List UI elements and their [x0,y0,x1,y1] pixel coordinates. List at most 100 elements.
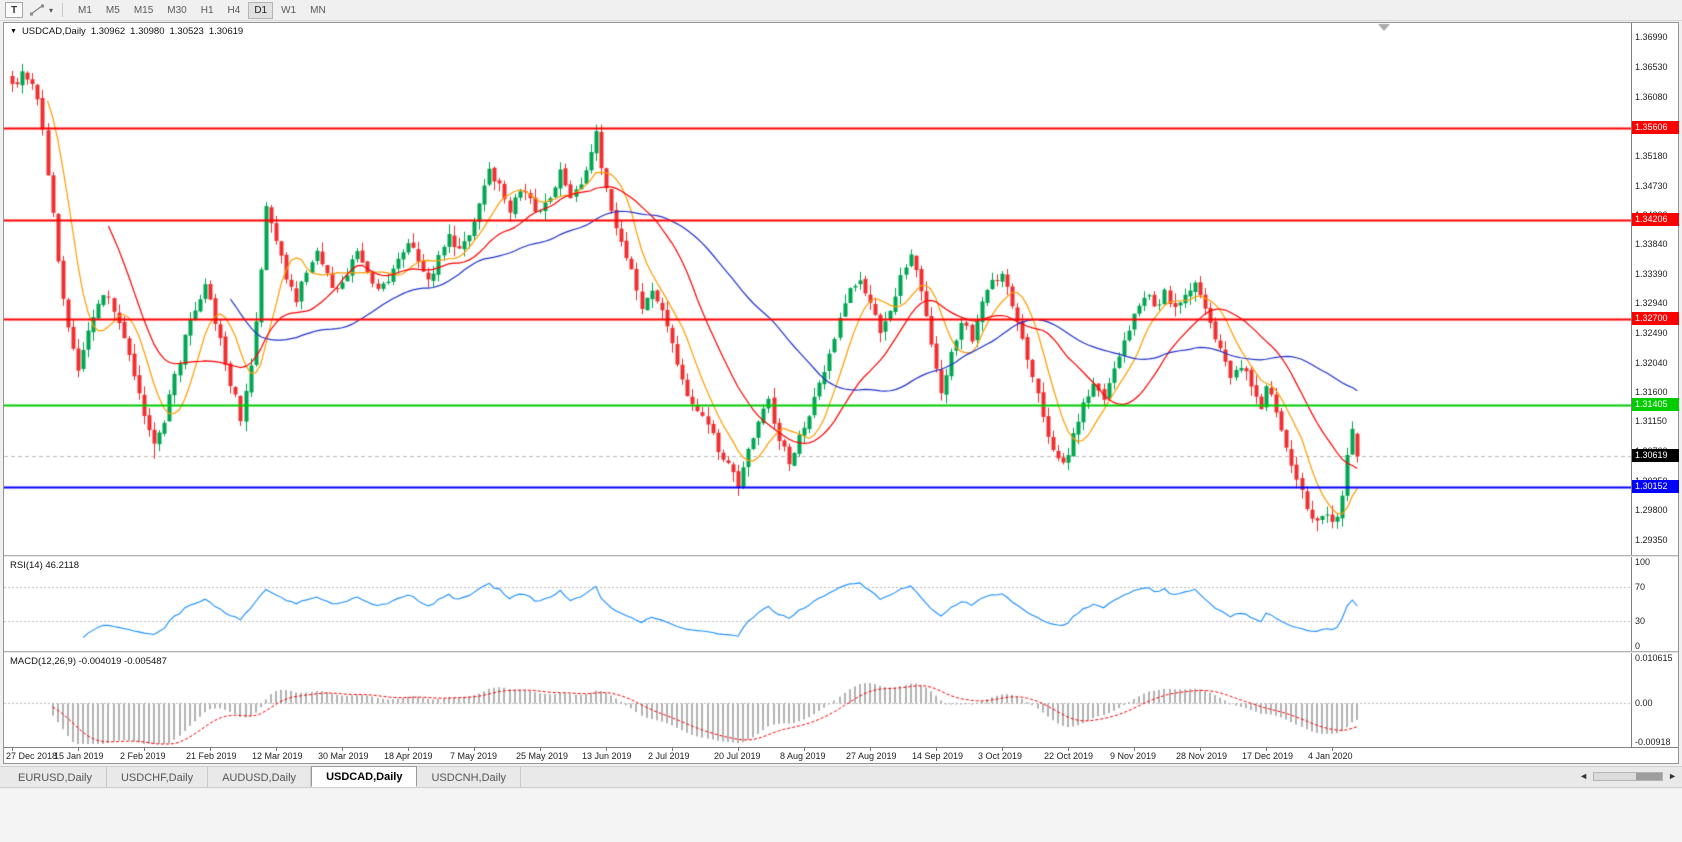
date-axis-tick [12,748,13,751]
date-axis-tick [474,748,475,751]
timeframe-button-h4[interactable]: H4 [227,4,241,16]
date-axis-tick [1002,748,1003,751]
date-axis-tick [540,748,541,751]
date-axis-tick [672,748,673,751]
chart-tab-bar: EURUSD,Daily USDCHF,Daily AUDUSD,Daily USDC… [0,766,1682,788]
price-axis-tick: 1.36080 [1635,91,1668,102]
macd-axis[interactable]: 0.010615 0.00 -0.00918 [1631,653,1678,747]
chart-tab-usdcad[interactable]: USDCAD,Daily [311,766,418,787]
macd-panel: MACD(12,26,9) -0.004019 -0.005487 0.0106… [4,653,1678,747]
trendline-tool-icon[interactable] [29,3,45,17]
date-axis-tick [1332,748,1333,751]
price-axis-tick: 1.33390 [1635,268,1668,279]
ohlc-low: 1.30523 [169,26,204,37]
price-axis-tick: 1.36530 [1635,62,1668,73]
chart-tab-eurusd[interactable]: EURUSD,Daily [4,767,107,787]
price-axis[interactable]: 1.369901.365301.360801.356301.351801.347… [1631,23,1679,555]
price-axis-tick: 1.29800 [1635,505,1668,516]
date-axis-tick [606,748,607,751]
macd-canvas[interactable] [4,653,1633,747]
timeframe-toolbar: M1 M5 M15 M30 H1 H4 D1 W1 MN [72,1,332,19]
date-axis-label: 28 Nov 2019 [1176,751,1228,761]
chevron-down-icon[interactable]: ▾ [49,5,54,15]
line-price-label: 1.34206 [1632,213,1679,227]
date-axis-tick [1134,748,1135,751]
rsi-title: RSI(14) 46.2118 [10,560,80,571]
rsi-axis[interactable]: 100 70 30 0 [1631,557,1678,651]
rsi-canvas[interactable] [4,557,1633,651]
timeframe-button-h1[interactable]: H1 [200,4,214,16]
date-axis[interactable]: 27 Dec 2018 15 Jan 2019 2 Feb 2019 21 Feb 2… [4,747,1678,763]
collapse-arrow-icon[interactable]: ▼ [10,28,17,35]
price-axis-tick: 1.35180 [1635,151,1668,161]
rsi-label: RSI(14) 46.2118 [10,560,79,571]
line-price-label: 1.32700 [1632,312,1679,326]
price-chart-canvas[interactable] [4,23,1633,555]
date-axis-tick [870,748,871,751]
date-axis-label: 8 Aug 2019 [780,751,826,761]
chart-window: ▼ USDCAD,Daily 1.30962 1.30980 1.30523 1… [3,22,1679,764]
date-axis-tick [936,748,937,751]
price-axis-tick: 1.31150 [1635,416,1667,427]
tab-scroll-right-icon[interactable]: ► [1668,771,1677,781]
tab-scroll-thumb[interactable] [1636,772,1663,780]
date-axis-label: 27 Aug 2019 [846,751,897,761]
date-axis-label: 3 Oct 2019 [978,751,1023,761]
timeframe-button-mn[interactable]: MN [310,4,326,16]
chart-tab-audusd[interactable]: AUDUSD,Daily [208,767,312,787]
date-axis-label: 17 Dec 2019 [1242,751,1294,761]
date-axis-label: 15 Jan 2019 [54,751,104,761]
timeframe-button-m1[interactable]: M1 [78,4,92,16]
date-axis-label: 20 Jul 2019 [714,751,761,761]
price-axis-tick: 1.36990 [1635,31,1668,42]
date-axis-tick [804,748,805,751]
macd-axis-tick: 0.00 [1635,698,1653,709]
panel-splitter[interactable] [4,651,1678,653]
date-axis-label: 7 May 2019 [450,751,498,761]
toolbar-separator [62,3,64,17]
line-price-label: 1.30152 [1632,480,1679,494]
chart-tab-usdchf[interactable]: USDCHF,Daily [107,767,209,787]
timeframe-button-m30[interactable]: M30 [167,4,187,16]
date-axis-tick [78,748,79,751]
date-axis-label: 21 Feb 2019 [186,751,237,761]
macd-axis-tick: 0.010615 [1635,653,1673,663]
date-axis-label: 12 Mar 2019 [252,751,303,761]
top-toolbar: T ▾ M1 M5 M15 M30 H1 H4 D1 W1 MN [0,0,1682,21]
price-axis-tick: 1.32940 [1635,298,1668,309]
chart-ohlc-header: ▼ USDCAD,Daily 1.30962 1.30980 1.30523 1… [10,26,243,37]
date-axis-tick [408,748,409,751]
date-axis-label: 13 Jun 2019 [582,751,632,761]
tab-scroll-track[interactable] [1593,771,1664,781]
rsi-axis-tick: 0 [1635,641,1641,651]
price-axis-tick: 1.32040 [1635,357,1668,368]
date-axis-tick [1068,748,1069,751]
price-axis-tick: 1.34730 [1635,180,1668,191]
rsi-axis-tick: 70 [1635,582,1646,593]
date-axis-tick [1266,748,1267,751]
date-axis-label: 22 Oct 2019 [1044,751,1094,761]
tab-scroll-left-icon[interactable]: ◄ [1579,771,1589,781]
date-axis-tick [738,748,739,751]
chart-tab-usdcnh[interactable]: USDCNH,Daily [417,767,522,787]
price-axis-tick: 1.31600 [1635,386,1668,397]
date-axis-label: 9 Nov 2019 [1110,751,1157,761]
timeframe-button-d1[interactable]: D1 [248,1,274,19]
ohlc-high: 1.30980 [130,26,165,37]
macd-label: MACD(12,26,9) -0.004019 -0.005487 [10,656,167,667]
text-tool-button[interactable]: T [5,2,23,18]
line-price-label: 1.35606 [1632,120,1679,134]
panel-splitter[interactable] [4,555,1678,557]
macd-axis-tick: -0.00918 [1635,737,1671,747]
price-axis-tick: 1.33840 [1635,239,1668,250]
date-axis-label: 4 Jan 2020 [1308,751,1353,761]
timeframe-button-w1[interactable]: W1 [281,4,297,16]
ohlc-open: 1.30962 [90,26,126,37]
timeframe-button-m5[interactable]: M5 [105,4,120,16]
date-axis-tick [276,748,277,751]
bottom-strip [0,789,1682,842]
timeframe-button-m15[interactable]: M15 [133,4,154,16]
price-axis-tick: 1.29350 [1635,534,1668,545]
rsi-axis-tick: 100 [1635,557,1651,567]
date-axis-label: 25 May 2019 [516,751,569,761]
